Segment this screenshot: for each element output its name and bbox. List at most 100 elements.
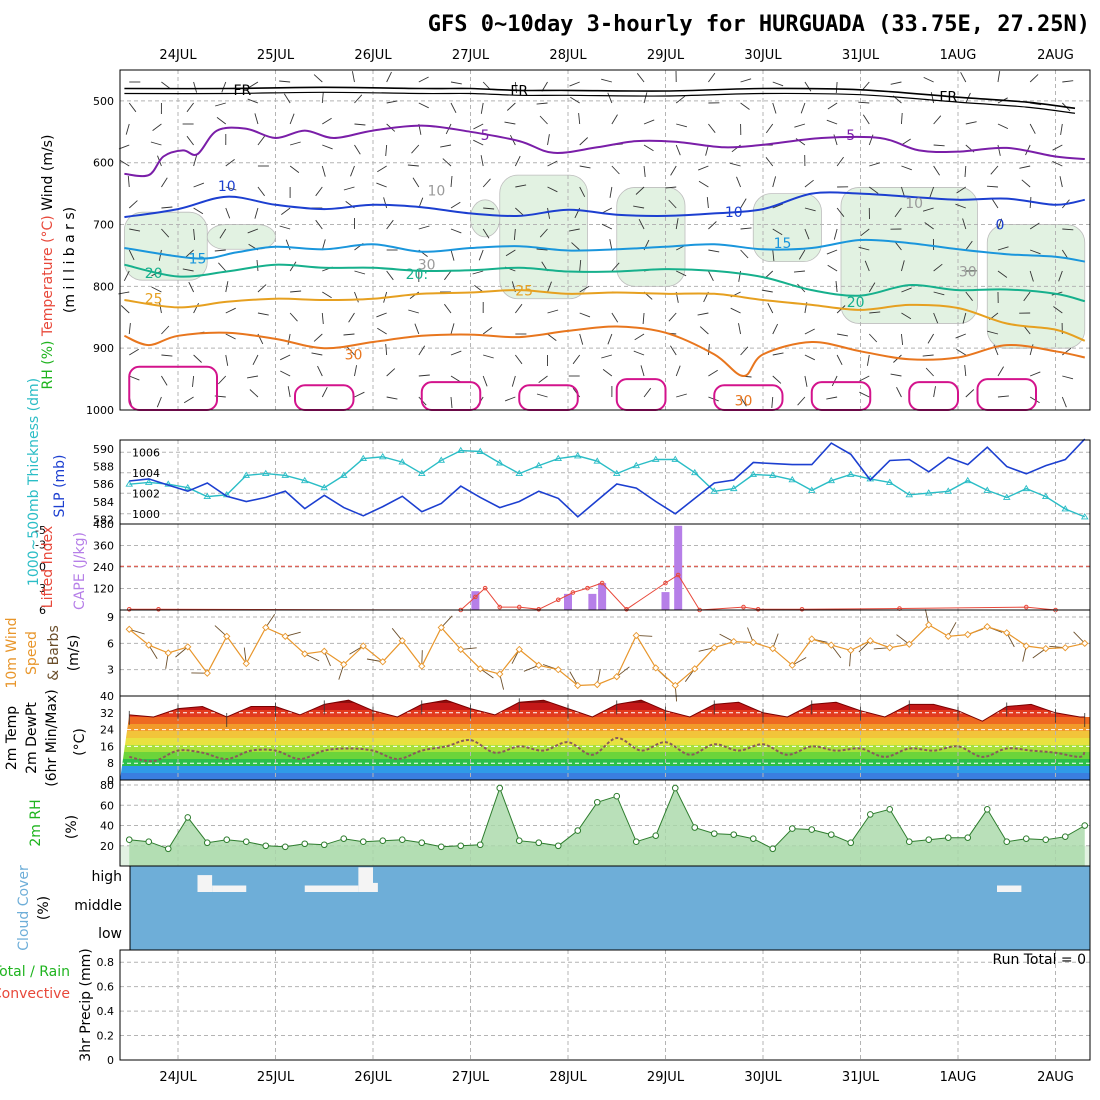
li-point xyxy=(536,606,542,612)
wind-barb xyxy=(922,207,934,212)
wind-barb xyxy=(836,156,844,167)
wind-barb xyxy=(547,281,552,293)
wind-barb xyxy=(480,155,484,167)
wind-barb xyxy=(965,240,973,251)
li-line xyxy=(129,574,1056,611)
wind-barb xyxy=(771,396,774,409)
wind-barb xyxy=(283,93,291,104)
date-label: 26JUL xyxy=(354,1070,392,1085)
wind-barb xyxy=(450,81,462,85)
rh-point xyxy=(496,784,504,792)
li-point xyxy=(482,585,488,591)
wind-barb xyxy=(675,144,681,156)
ylabel-part: Wind (m/s) xyxy=(40,135,56,211)
wind-barb xyxy=(482,228,490,239)
wind-barb xyxy=(1060,123,1063,135)
cloud-level-label: high xyxy=(91,869,122,885)
rh-point xyxy=(574,827,582,834)
rh-point xyxy=(788,825,796,832)
wind-barb xyxy=(418,225,430,230)
wind-speed-point xyxy=(203,669,211,677)
wind-barb xyxy=(322,117,332,125)
wind-barb xyxy=(287,386,291,398)
li-tick-label: -3 xyxy=(35,538,46,551)
wind-barb xyxy=(859,375,870,382)
wind-speed-point xyxy=(535,661,543,669)
wind-barb xyxy=(257,312,269,316)
li-tick-label: 3 xyxy=(39,582,46,595)
wind-ylabel: 10m Wind xyxy=(4,617,20,688)
wind-barb xyxy=(643,119,655,125)
date-label: 24JUL xyxy=(159,1070,197,1085)
wind-barb xyxy=(987,330,999,335)
thickness-point xyxy=(378,452,387,460)
wind-barb xyxy=(699,326,709,335)
wind-ylabel: & Barbs xyxy=(46,625,62,681)
wind-barb xyxy=(868,333,878,343)
wind-barb xyxy=(640,365,645,377)
thickness-tick-label: 582 xyxy=(93,514,114,527)
wind-barb xyxy=(343,186,355,191)
li-point xyxy=(624,606,629,612)
wind-barb xyxy=(440,144,452,148)
wind-barb xyxy=(193,354,202,363)
wind-barb xyxy=(642,312,645,325)
wind-barb xyxy=(866,354,870,366)
wind-barb xyxy=(579,137,589,146)
wind-barb xyxy=(833,134,838,146)
wind-barb xyxy=(354,94,363,104)
wind-barb xyxy=(127,175,130,188)
wind-barb xyxy=(738,323,742,335)
wind-barb xyxy=(407,164,419,167)
rh-area xyxy=(129,788,1085,866)
wind-barb xyxy=(249,389,259,398)
thickness-point xyxy=(437,456,446,463)
contour-label: 15 xyxy=(774,236,792,252)
date-label: 31JUL xyxy=(842,1070,880,1085)
wind-speed-point xyxy=(340,660,348,669)
wind-barb xyxy=(506,102,516,111)
pressure-tick-label: 500 xyxy=(93,95,114,108)
isotherm-35 xyxy=(810,381,872,412)
wind-barb xyxy=(609,239,613,251)
wind-frame xyxy=(119,609,1091,697)
date-label: 2AUG xyxy=(1037,1070,1074,1085)
wind-barb xyxy=(193,155,198,167)
wind-barb xyxy=(193,81,198,93)
upper-air-ylabel2: (m i l l i b a r s) xyxy=(62,207,78,313)
wind-barb xyxy=(729,162,741,167)
wind-barb xyxy=(707,343,710,356)
wind-barb xyxy=(321,386,328,398)
precip-ylabel-convective: Convective xyxy=(0,986,70,1002)
wind-barb xyxy=(804,207,816,212)
date-label: 26JUL xyxy=(354,48,392,63)
date-label: 1AUG xyxy=(940,1070,977,1085)
temp-band xyxy=(120,759,1090,766)
pressure-tick-label: 600 xyxy=(93,157,114,170)
wind-barb xyxy=(804,354,815,361)
rh-point xyxy=(184,814,192,821)
wind-barb xyxy=(890,373,902,377)
wind-barb xyxy=(740,227,752,230)
wind-barb xyxy=(772,352,784,356)
thickness-point xyxy=(125,480,134,487)
cape-bar xyxy=(588,593,597,610)
cape-tick-label: 240 xyxy=(93,561,114,574)
rh-point xyxy=(886,806,894,813)
wind-barb xyxy=(215,102,226,107)
wind-barb xyxy=(601,354,612,359)
isotherm-20 xyxy=(124,263,1086,303)
wind-speed-point xyxy=(671,681,679,690)
wind-speed-point xyxy=(379,658,387,666)
wind-barb xyxy=(408,309,419,314)
precip-ylabel-total: Total / Rain xyxy=(0,964,70,980)
rh-shading xyxy=(499,174,588,300)
wind-barb xyxy=(482,178,491,188)
wind-barb xyxy=(129,228,141,232)
wind-speed-point xyxy=(125,625,133,633)
li-ylabel: Lifted Index xyxy=(40,526,56,608)
wind-barb xyxy=(186,102,194,113)
wind-barb xyxy=(643,92,648,104)
thickness-point xyxy=(495,459,504,466)
thickness-point xyxy=(788,475,797,483)
